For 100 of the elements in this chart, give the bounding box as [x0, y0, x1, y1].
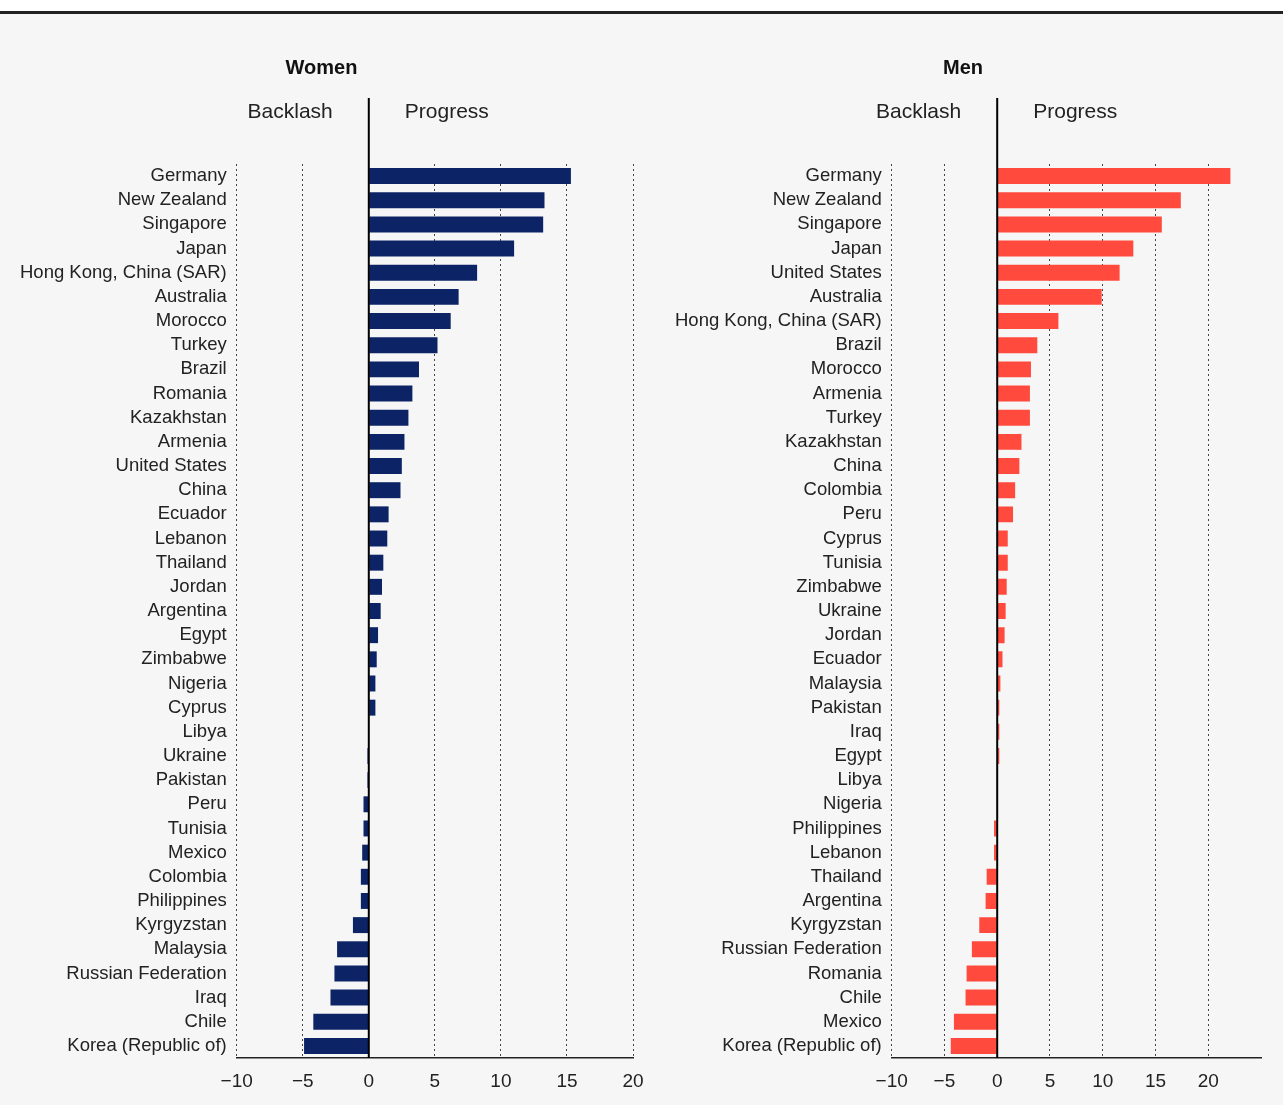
y-tick-label: Morocco: [810, 357, 882, 379]
y-tick-label: Japan: [176, 236, 227, 258]
bar: [966, 965, 997, 982]
y-tick-label: Ecuador: [812, 647, 882, 669]
y-tick-label: Jordan: [825, 623, 882, 645]
y-tick-label: Cyprus: [168, 695, 227, 717]
y-tick-label: Pakistan: [810, 695, 882, 717]
bar: [369, 458, 402, 474]
chart-title: Men: [943, 55, 983, 78]
y-tick-label: Mexico: [168, 840, 227, 862]
bar: [997, 385, 1030, 402]
y-tick-label: Australia: [154, 284, 228, 306]
y-tick-label: Egypt: [179, 623, 227, 645]
x-tick-label: 20: [1197, 1069, 1219, 1091]
y-tick-label: Egypt: [834, 744, 882, 766]
x-tick-label: 20: [622, 1069, 644, 1091]
y-tick-label: Singapore: [142, 212, 227, 234]
bar: [369, 409, 409, 426]
bar: [997, 627, 1005, 644]
x-tick-label: 0: [991, 1069, 1003, 1091]
bar: [360, 892, 369, 909]
y-tick-label: Pakistan: [155, 768, 227, 790]
y-tick-label: Cyprus: [823, 526, 882, 548]
x-tick-label: 10: [490, 1069, 512, 1091]
y-tick-label: Ecuador: [157, 502, 227, 524]
y-tick-label: Malaysia: [153, 937, 228, 959]
y-tick-label: Iraq: [194, 985, 227, 1007]
y-tick-label: Kyrgyzstan: [790, 913, 882, 935]
y-tick-label: Tunisia: [822, 550, 883, 572]
bar: [997, 506, 1014, 523]
y-tick-label: Romania: [807, 961, 883, 983]
bar: [997, 433, 1022, 450]
y-tick-label: Peru: [187, 792, 227, 814]
y-tick-label: Germany: [805, 164, 883, 186]
bar: [369, 506, 389, 523]
bar: [369, 578, 382, 595]
bar: [997, 168, 1231, 185]
bar: [997, 313, 1059, 330]
y-tick-label: Tunisia: [167, 816, 228, 838]
bar: [965, 989, 997, 1006]
bar: [997, 409, 1030, 426]
bar: [997, 264, 1120, 281]
bar: [369, 385, 413, 402]
y-tick-label: Nigeria: [823, 792, 883, 814]
y-tick-label: Lebanon: [809, 840, 882, 862]
y-tick-label: Ukraine: [162, 744, 227, 766]
x-tick-label: 15: [1144, 1069, 1167, 1091]
bar: [313, 1013, 369, 1030]
bar: [362, 844, 369, 861]
bar: [369, 240, 515, 257]
y-tick-label: Russian Federation: [721, 937, 882, 959]
bar: [997, 240, 1134, 257]
bar: [369, 216, 544, 233]
bar: [985, 892, 997, 909]
bar: [997, 288, 1102, 305]
bar: [997, 482, 1016, 499]
y-tick-label: Hong Kong, China (SAR): [19, 260, 227, 282]
y-tick-label: Korea (Republic of): [722, 1034, 882, 1056]
y-tick-label: Armenia: [812, 381, 883, 403]
x-tick-label: −10: [220, 1069, 253, 1091]
y-tick-label: Malaysia: [808, 671, 883, 693]
bar: [337, 941, 369, 958]
y-tick-label: Chile: [839, 985, 882, 1007]
y-tick-label: Russian Federation: [66, 961, 227, 983]
bar: [369, 554, 384, 571]
y-tick-label: Mexico: [823, 1009, 882, 1031]
bar: [369, 288, 459, 305]
y-tick-label: Brazil: [180, 357, 227, 379]
y-tick-label: Brazil: [835, 333, 882, 355]
bar: [997, 192, 1181, 209]
y-tick-label: Argentina: [147, 599, 228, 621]
x-tick-label: 5: [1044, 1069, 1056, 1091]
bar: [304, 1037, 369, 1054]
y-tick-label: Peru: [842, 502, 882, 524]
bar: [986, 868, 997, 885]
bar: [997, 578, 1007, 595]
text: Progress: [1033, 98, 1118, 122]
x-tick-label: −5: [291, 1069, 314, 1091]
bar: [997, 554, 1008, 571]
y-tick-label: Libya: [837, 768, 883, 790]
bar: [369, 264, 478, 281]
text: Backlash: [875, 98, 962, 122]
bar: [997, 530, 1008, 547]
y-tick-label: Hong Kong, China (SAR): [674, 309, 882, 331]
x-tick-label: −10: [875, 1069, 908, 1091]
y-tick-label: United States: [770, 260, 882, 282]
bar: [997, 337, 1038, 354]
y-tick-label: Chile: [184, 1009, 227, 1031]
y-tick-label: China: [178, 478, 228, 500]
x-tick-label: −5: [933, 1069, 956, 1091]
y-tick-label: Japan: [831, 236, 882, 258]
y-tick-label: Colombia: [148, 864, 228, 886]
y-tick-label: Argentina: [802, 889, 883, 911]
y-tick-label: Romania: [152, 381, 228, 403]
y-tick-label: Turkey: [170, 333, 228, 355]
y-tick-label: Armenia: [157, 429, 228, 451]
chart-title: Women: [285, 55, 358, 78]
text: Backlash: [247, 98, 333, 122]
bar: [950, 1037, 997, 1054]
y-tick-label: Germany: [150, 164, 228, 186]
